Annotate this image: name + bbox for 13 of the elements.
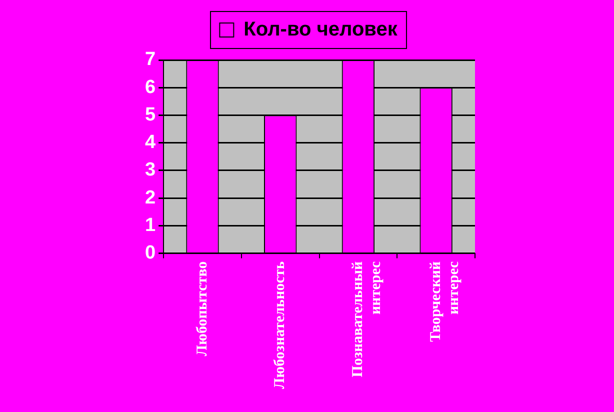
y-tick-label: 3 [144,160,156,181]
x-tick-label: Познавательный интерес [350,260,384,378]
y-tick-label: 0 [144,242,156,264]
y-tick-label: 4 [144,132,156,154]
y-tick-label: 6 [144,76,156,98]
x-tick-label: Любопытство [194,261,210,356]
y-tick-label: 1 [144,214,156,236]
y-tick-label: 5 [144,104,156,126]
legend-label: Кол-во человек [244,18,398,41]
x-tick-label: Творческий интерес [428,260,462,342]
y-tick-label: 2 [144,187,156,208]
y-tick-label: 7 [144,49,156,70]
x-tick-label: Любознательность [272,261,288,390]
